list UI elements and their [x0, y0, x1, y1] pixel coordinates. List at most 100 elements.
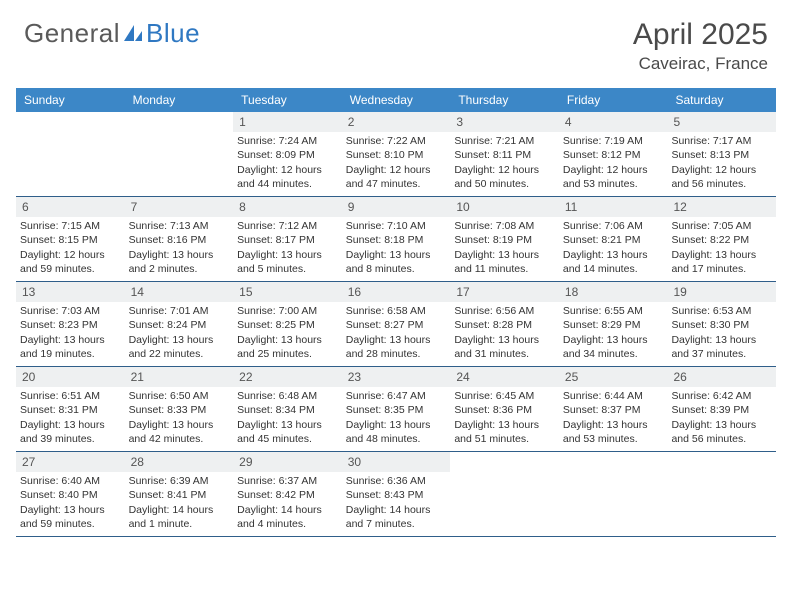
sunrise-line: Sunrise: 6:42 AM [671, 389, 772, 403]
header: General Blue April 2025 Caveirac, France [0, 0, 792, 82]
title-block: April 2025 Caveirac, France [633, 18, 768, 74]
daylight-line: Daylight: 13 hours and 45 minutes. [237, 418, 338, 446]
day-cell: 5Sunrise: 7:17 AMSunset: 8:13 PMDaylight… [667, 112, 776, 196]
daylight-line: Daylight: 12 hours and 59 minutes. [20, 248, 121, 276]
dayname-row: SundayMondayTuesdayWednesdayThursdayFrid… [16, 88, 776, 112]
daylight-line: Daylight: 12 hours and 53 minutes. [563, 163, 664, 191]
sunset-line: Sunset: 8:28 PM [454, 318, 555, 332]
sunset-line: Sunset: 8:10 PM [346, 148, 447, 162]
day-body: Sunrise: 6:50 AMSunset: 8:33 PMDaylight:… [125, 387, 234, 450]
day-body: Sunrise: 7:01 AMSunset: 8:24 PMDaylight:… [125, 302, 234, 365]
day-cell: 2 Sunrise: 7:22 AMSunset: 8:10 PMDaylight… [342, 112, 451, 196]
day-body: Sunrise: 6:48 AMSunset: 8:34 PMDaylight:… [233, 387, 342, 450]
brand-text-blue: Blue [146, 18, 200, 49]
sunset-line: Sunset: 8:37 PM [563, 403, 664, 417]
sunrise-line: Sunrise: 7:03 AM [20, 304, 121, 318]
day-body: Sunrise: 6:56 AMSunset: 8:28 PMDaylight:… [450, 302, 559, 365]
daylight-line: Daylight: 13 hours and 8 minutes. [346, 248, 447, 276]
sunset-line: Sunset: 8:40 PM [20, 488, 121, 502]
day-cell: 29Sunrise: 6:37 AMSunset: 8:42 PMDayligh… [233, 452, 342, 536]
daylight-line: Daylight: 12 hours and 50 minutes. [454, 163, 555, 191]
daylight-line: Daylight: 13 hours and 34 minutes. [563, 333, 664, 361]
day-number: 30 [342, 452, 451, 472]
day-body: Sunrise: 7:17 AMSunset: 8:13 PMDaylight:… [667, 132, 776, 195]
sunrise-line: Sunrise: 7:19 AM [563, 134, 664, 148]
day-body: Sunrise: 7:06 AMSunset: 8:21 PMDaylight:… [559, 217, 668, 280]
brand-sail-icon [122, 23, 144, 45]
sunset-line: Sunset: 8:30 PM [671, 318, 772, 332]
sunrise-line: Sunrise: 6:48 AM [237, 389, 338, 403]
sunrise-line: Sunrise: 7:05 AM [671, 219, 772, 233]
daylight-line: Daylight: 13 hours and 56 minutes. [671, 418, 772, 446]
day-body: Sunrise: 6:51 AMSunset: 8:31 PMDaylight:… [16, 387, 125, 450]
day-number: 13 [16, 282, 125, 302]
day-cell: 26Sunrise: 6:42 AMSunset: 8:39 PMDayligh… [667, 367, 776, 451]
day-cell: 18Sunrise: 6:55 AMSunset: 8:29 PMDayligh… [559, 282, 668, 366]
day-cell: 20Sunrise: 6:51 AMSunset: 8:31 PMDayligh… [16, 367, 125, 451]
sunset-line: Sunset: 8:19 PM [454, 233, 555, 247]
brand-text-general: General [24, 18, 120, 49]
day-number: 29 [233, 452, 342, 472]
day-cell: 25Sunrise: 6:44 AMSunset: 8:37 PMDayligh… [559, 367, 668, 451]
dayname-cell: Tuesday [233, 88, 342, 112]
daylight-line: Daylight: 13 hours and 37 minutes. [671, 333, 772, 361]
day-number: 4 [559, 112, 668, 132]
day-cell: 14Sunrise: 7:01 AMSunset: 8:24 PMDayligh… [125, 282, 234, 366]
daylight-line: Daylight: 14 hours and 1 minute. [129, 503, 230, 531]
sunrise-line: Sunrise: 6:53 AM [671, 304, 772, 318]
sunset-line: Sunset: 8:23 PM [20, 318, 121, 332]
day-number: 5 [667, 112, 776, 132]
day-cell [125, 112, 234, 196]
sunset-line: Sunset: 8:41 PM [129, 488, 230, 502]
sunrise-line: Sunrise: 6:51 AM [20, 389, 121, 403]
day-number: 6 [16, 197, 125, 217]
daylight-line: Daylight: 13 hours and 48 minutes. [346, 418, 447, 446]
day-body: Sunrise: 7:19 AMSunset: 8:12 PMDaylight:… [559, 132, 668, 195]
sunset-line: Sunset: 8:13 PM [671, 148, 772, 162]
weeks-container: 1Sunrise: 7:24 AMSunset: 8:09 PMDaylight… [16, 112, 776, 537]
sunrise-line: Sunrise: 6:37 AM [237, 474, 338, 488]
day-number: 8 [233, 197, 342, 217]
sunset-line: Sunset: 8:43 PM [346, 488, 447, 502]
day-body: Sunrise: 6:55 AMSunset: 8:29 PMDaylight:… [559, 302, 668, 365]
day-number: 1 [233, 112, 342, 132]
day-number: 3 [450, 112, 559, 132]
day-number: 22 [233, 367, 342, 387]
sunrise-line: Sunrise: 7:13 AM [129, 219, 230, 233]
day-number: 2 [342, 112, 451, 132]
sunrise-line: Sunrise: 6:47 AM [346, 389, 447, 403]
week-row: 1Sunrise: 7:24 AMSunset: 8:09 PMDaylight… [16, 112, 776, 197]
day-cell: 11Sunrise: 7:06 AMSunset: 8:21 PMDayligh… [559, 197, 668, 281]
day-number: 28 [125, 452, 234, 472]
sunset-line: Sunset: 8:34 PM [237, 403, 338, 417]
day-body: Sunrise: 6:37 AMSunset: 8:42 PMDaylight:… [233, 472, 342, 535]
dayname-cell: Saturday [667, 88, 776, 112]
day-cell: 10Sunrise: 7:08 AMSunset: 8:19 PMDayligh… [450, 197, 559, 281]
dayname-cell: Thursday [450, 88, 559, 112]
sunrise-line: Sunrise: 6:50 AM [129, 389, 230, 403]
sunset-line: Sunset: 8:18 PM [346, 233, 447, 247]
sunset-line: Sunset: 8:24 PM [129, 318, 230, 332]
day-cell [667, 452, 776, 536]
sunrise-line: Sunrise: 7:22 AM [346, 134, 447, 148]
sunset-line: Sunset: 8:09 PM [237, 148, 338, 162]
day-body: Sunrise: 7:13 AMSunset: 8:16 PMDaylight:… [125, 217, 234, 280]
day-body: Sunrise: 7:15 AMSunset: 8:15 PMDaylight:… [16, 217, 125, 280]
daylight-line: Daylight: 13 hours and 19 minutes. [20, 333, 121, 361]
sunrise-line: Sunrise: 7:17 AM [671, 134, 772, 148]
sunset-line: Sunset: 8:22 PM [671, 233, 772, 247]
day-number: 25 [559, 367, 668, 387]
sunrise-line: Sunrise: 6:45 AM [454, 389, 555, 403]
day-body: Sunrise: 6:53 AMSunset: 8:30 PMDaylight:… [667, 302, 776, 365]
daylight-line: Daylight: 13 hours and 59 minutes. [20, 503, 121, 531]
sunset-line: Sunset: 8:27 PM [346, 318, 447, 332]
daylight-line: Daylight: 12 hours and 47 minutes. [346, 163, 447, 191]
day-cell: 17Sunrise: 6:56 AMSunset: 8:28 PMDayligh… [450, 282, 559, 366]
daylight-line: Daylight: 13 hours and 2 minutes. [129, 248, 230, 276]
sunrise-line: Sunrise: 6:56 AM [454, 304, 555, 318]
day-cell [450, 452, 559, 536]
month-title: April 2025 [633, 18, 768, 52]
sunrise-line: Sunrise: 6:58 AM [346, 304, 447, 318]
day-cell: 24Sunrise: 6:45 AMSunset: 8:36 PMDayligh… [450, 367, 559, 451]
day-body: Sunrise: 6:58 AMSunset: 8:27 PMDaylight:… [342, 302, 451, 365]
